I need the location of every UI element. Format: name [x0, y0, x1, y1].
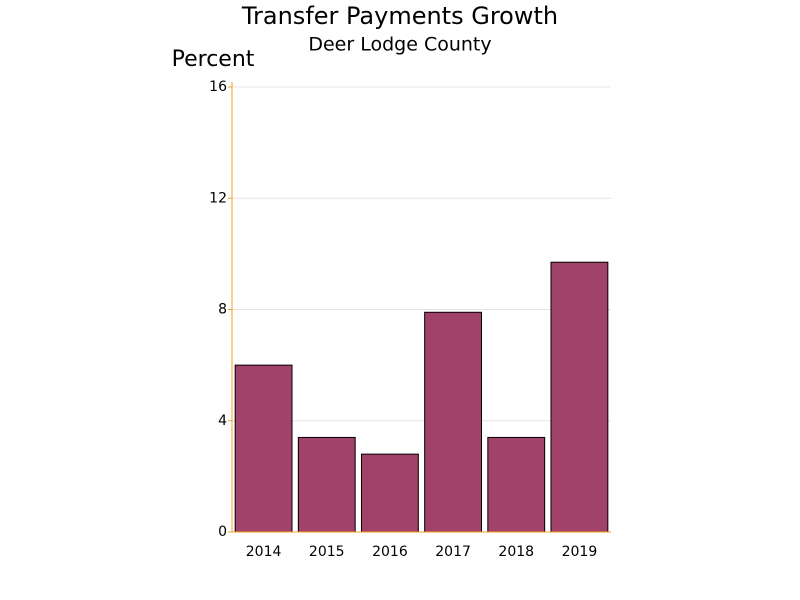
bar [234, 364, 293, 533]
x-tick-label: 2017 [435, 544, 471, 560]
y-tick-label: 4 [218, 413, 227, 429]
x-tick-label: 2019 [562, 544, 598, 560]
y-tick-label: 0 [218, 524, 227, 540]
bar [550, 261, 609, 533]
y-tick-label: 16 [209, 79, 227, 95]
y-axis-label: Percent [172, 47, 255, 72]
x-tick-label: 2015 [309, 544, 345, 560]
x-tick-label: 2014 [246, 544, 282, 560]
chart-title: Transfer Payments Growth [241, 2, 558, 30]
bar [424, 311, 483, 533]
y-tick-label: 12 [209, 190, 227, 206]
x-tick-label: 2018 [498, 544, 534, 560]
x-tick-label: 2016 [372, 544, 408, 560]
y-tick-label: 8 [218, 302, 227, 318]
bar [297, 436, 356, 533]
bar [360, 453, 419, 533]
chart-subtitle: Deer Lodge County [308, 34, 491, 56]
bar [487, 436, 546, 533]
